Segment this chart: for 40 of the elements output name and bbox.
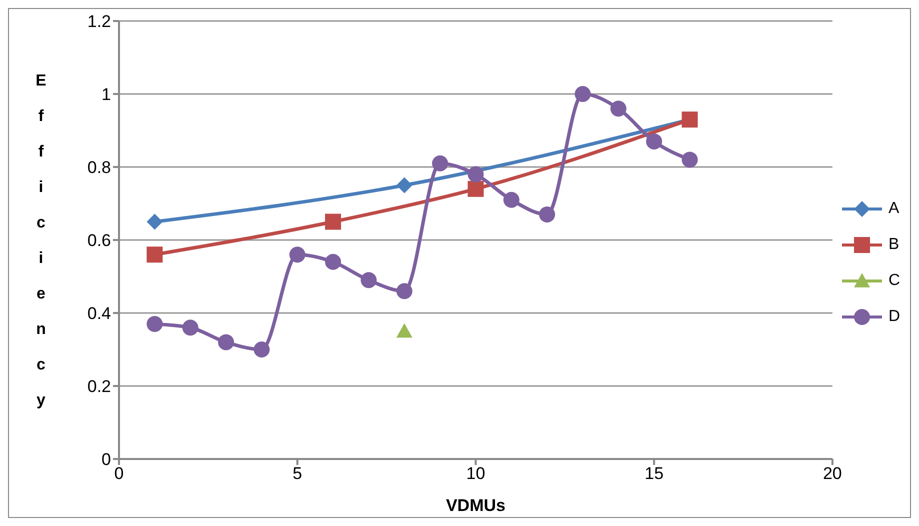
- point: [539, 206, 556, 222]
- point: [254, 342, 270, 358]
- x-tick-label: 0: [114, 464, 124, 484]
- point: [218, 334, 234, 350]
- text: Efficiency: [36, 72, 46, 409]
- point: [289, 246, 306, 263]
- x-tick-label: 10: [466, 464, 486, 484]
- y-tick-label: 0.8: [87, 158, 111, 178]
- point: [360, 272, 377, 288]
- x-tick-label: 20: [822, 464, 842, 484]
- legend-label: D: [888, 308, 900, 326]
- point: [396, 283, 412, 300]
- point: [503, 192, 520, 208]
- x-tick-label: 5: [292, 464, 302, 484]
- legend-label: B: [888, 236, 900, 254]
- y-tick-label: 0.4: [87, 304, 111, 324]
- y-tick-label: 1: [102, 85, 111, 104]
- point: [396, 177, 412, 194]
- point: [574, 86, 591, 102]
- point: [610, 100, 626, 117]
- y-tick-label: 0: [102, 450, 111, 470]
- point: [396, 323, 412, 338]
- point: [682, 152, 698, 168]
- point: [182, 320, 198, 336]
- point: [146, 246, 163, 263]
- x-tick-label: 15: [644, 464, 664, 484]
- point: [325, 214, 342, 230]
- point: [146, 214, 163, 230]
- point: [646, 133, 662, 150]
- point: [146, 316, 163, 332]
- legend-label: A: [888, 200, 900, 218]
- point: [432, 155, 448, 172]
- point: [468, 166, 484, 182]
- point: [468, 180, 484, 197]
- y-tick-label: 0.2: [87, 377, 111, 396]
- x-axis-title: VDMUs: [446, 496, 506, 515]
- y-tick-label: 0.6: [87, 231, 111, 250]
- legend-label: C: [888, 272, 900, 290]
- point: [325, 254, 342, 270]
- y-tick-label: 1.2: [87, 12, 111, 32]
